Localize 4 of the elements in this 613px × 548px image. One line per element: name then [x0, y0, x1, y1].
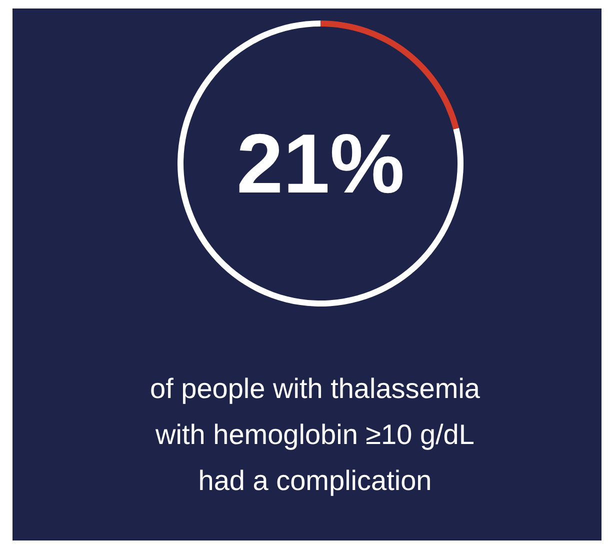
text: had a complication [198, 465, 432, 496]
text: 21% [236, 116, 405, 210]
text: of people with thalassemia [150, 373, 480, 404]
text: with hemoglobin ≥10 g/dL [154, 419, 474, 450]
